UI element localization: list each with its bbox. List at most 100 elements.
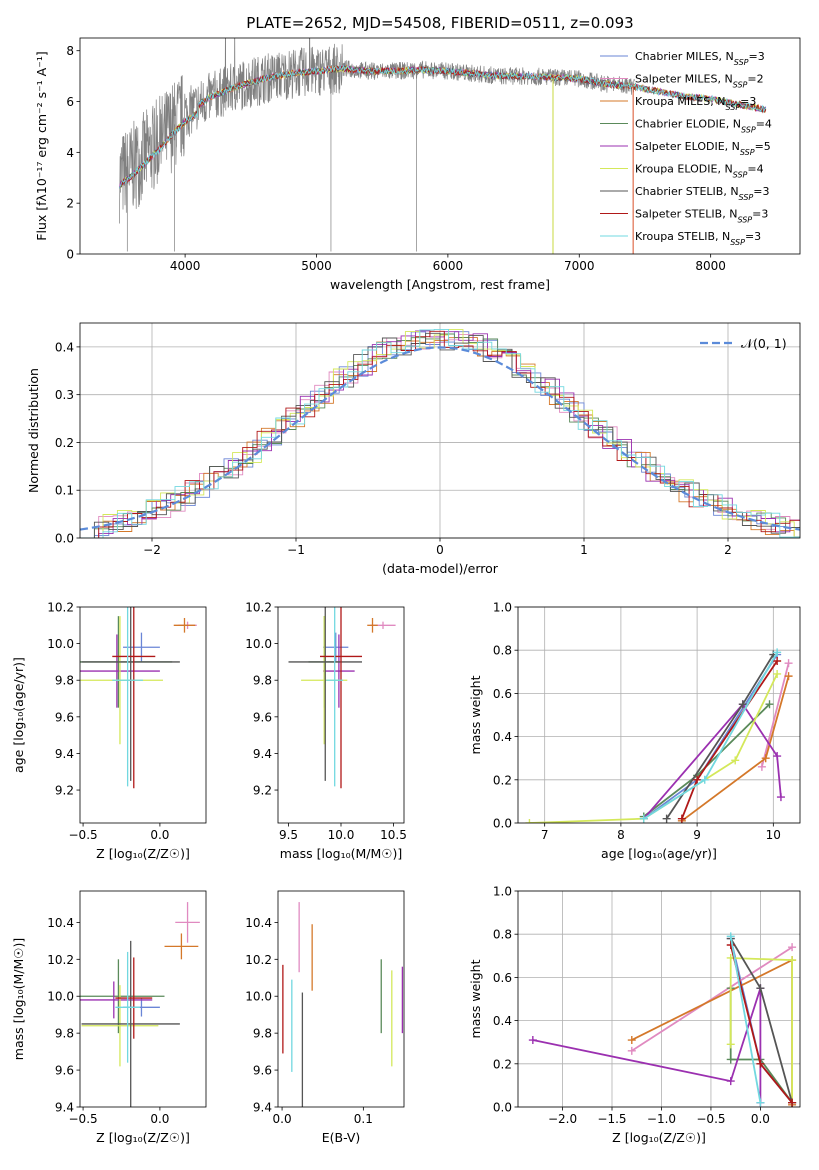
x-axis-label: Z [log₁₀(Z/Z☉)] [96, 846, 190, 861]
y-tick-label: 9.2 [253, 784, 272, 798]
y-tick-label: 10.0 [47, 637, 74, 651]
mass-weight-point [784, 659, 793, 668]
x-tick-label: 0.0 [751, 1112, 770, 1126]
y-tick-label: 10.2 [245, 601, 272, 615]
legend-n-sub: SSP [733, 170, 748, 179]
mass-weight-point [788, 1098, 797, 1107]
mass-weight-point [693, 775, 702, 784]
x-tick-label: 9.5 [279, 828, 298, 842]
axes-frame [517, 890, 801, 1108]
x-axis-label: mass [log₁₀(M/M☉)] [280, 846, 402, 861]
legend-model-name: Kroupa STELIB [635, 230, 715, 243]
x-tick-label: 7 [541, 828, 549, 842]
legend-eq: = [745, 230, 754, 243]
legend-eq: = [740, 95, 749, 108]
legend-entry: Kroupa ELODIE, NSSP=4 [635, 163, 764, 180]
panel-age-vs-Z: −0.5 0.0 9.2 9.4 9.6 9.8 10.0 10.2 Z [log₁₀(Z/Z☉… [11, 601, 207, 861]
legend-n-sub: SSP [734, 58, 749, 67]
mass-weight-series [729, 957, 793, 1103]
legend-n-value: 3 [761, 208, 768, 221]
mass-weight-point [726, 1055, 735, 1064]
histogram-series [80, 330, 800, 538]
histogram-series [80, 337, 800, 538]
legend-sep: , [723, 185, 730, 198]
y-tick-label: 10.4 [245, 916, 272, 930]
legend-n: N [717, 95, 725, 108]
mass-weight-series [631, 958, 793, 1105]
legend-model-name: Salpeter ELODIE [635, 140, 725, 153]
legend-n: N [732, 140, 740, 153]
figure-title: PLATE=2652, MJD=54508, FIBERID=0511, z=0… [246, 14, 633, 32]
x-tick-label: −0.5 [696, 1112, 725, 1126]
legend-eq: = [747, 163, 756, 176]
axes-frame [277, 606, 405, 824]
x-tick-label: −0.5 [69, 1112, 98, 1126]
histogram-series [80, 334, 800, 538]
x-tick-label: 0.1 [354, 1112, 373, 1126]
legend-entry: Chabrier MILES, NSSP=3 [635, 50, 765, 67]
legend-model-name: Kroupa ELODIE [635, 163, 717, 176]
legend-eq: = [755, 140, 764, 153]
x-tick-label: 0.0 [150, 1112, 169, 1126]
legend-entry: Kroupa MILES, NSSP=3 [635, 95, 756, 112]
y-tick-label: 9.8 [253, 674, 272, 688]
legend-n: N [724, 163, 732, 176]
legend-n-sub: SSP [730, 238, 745, 247]
y-tick-label: 9.4 [253, 747, 272, 761]
mass-weight-point [627, 1036, 636, 1045]
y-tick-label: 0.6 [493, 687, 512, 701]
legend-entry: Chabrier ELODIE, NSSP=4 [635, 118, 772, 135]
legend-n-sub: SSP [741, 125, 756, 134]
y-tick-label: 0.0 [493, 817, 512, 831]
y-axis-label: mass weight [468, 675, 483, 754]
legend-n-value: 3 [762, 185, 769, 198]
mass-weight-point [528, 1036, 537, 1045]
mass-weight-point [756, 1098, 765, 1107]
y-tick-label: 9.6 [253, 710, 272, 724]
axes-frame [79, 322, 801, 539]
axes-frame [277, 890, 405, 1108]
mass-weight-point [784, 672, 793, 681]
mass-weight-point [765, 700, 774, 709]
y-tick-label: 1.0 [493, 601, 512, 615]
legend-sep: , [717, 73, 724, 86]
x-axis-label: Z [log₁₀(Z/Z☉)] [612, 1130, 706, 1145]
mass-weight-point [773, 752, 782, 761]
legend-n-value: 4 [757, 163, 764, 176]
mass-weight-series [631, 946, 793, 1052]
legend-n-sub: SSP [740, 148, 755, 157]
y-axis-label: mass [log₁₀(M/M☉)] [11, 938, 26, 1060]
panel-mass-vs-Z: −0.5 0.0 9.4 9.6 9.8 10.0 10.2 10.4 Z [log₁₀(Z/Z… [11, 890, 207, 1145]
plots-group: 4000 5000 6000 7000 8000 0 2 4 6 8 wavelength [Ang… [11, 37, 801, 1145]
y-axis-label: mass weight [468, 959, 483, 1038]
y-tick-label: 10.0 [245, 990, 272, 1004]
legend-n-value: 2 [757, 73, 764, 86]
y-tick-label: 0.4 [493, 1014, 512, 1028]
legend-n-sub: SSP [725, 103, 740, 112]
legend-sep: , [717, 163, 724, 176]
legend-entry: Kroupa STELIB, NSSP=3 [635, 230, 761, 247]
y-tick-label: 9.6 [55, 1064, 74, 1078]
mass-weight-point [700, 775, 709, 784]
mass-weight-point [627, 1046, 636, 1055]
x-tick-label: 10 [766, 828, 781, 842]
legend-eq: = [756, 118, 765, 131]
y-tick-label: 2 [66, 197, 74, 211]
mass-weight-series [729, 944, 793, 1104]
legend-n-value: 3 [749, 95, 756, 108]
y-tick-label: 0.4 [55, 340, 74, 354]
mass-weight-series [761, 662, 790, 768]
mass-weight-point [677, 814, 686, 823]
y-tick-label: 9.8 [253, 1027, 272, 1041]
y-tick-label: 9.4 [55, 747, 74, 761]
mass-weight-series [532, 987, 762, 1103]
mass-weight-point [756, 984, 765, 993]
y-axis-label: age [log₁₀(age/yr)] [11, 657, 26, 773]
panel-age-vs-mass: 9.5 10.0 10.5 9.2 9.4 9.6 9.8 10.0 10.2 mass [log… [245, 601, 407, 862]
mass-weight-series [729, 936, 762, 1103]
y-tick-label: 6 [66, 95, 74, 109]
panel-spectrum: 4000 5000 6000 7000 8000 0 2 4 6 8 wavelength [Ang… [34, 37, 801, 292]
y-tick-label: 10.0 [47, 990, 74, 1004]
legend-n-value: 3 [754, 230, 761, 243]
